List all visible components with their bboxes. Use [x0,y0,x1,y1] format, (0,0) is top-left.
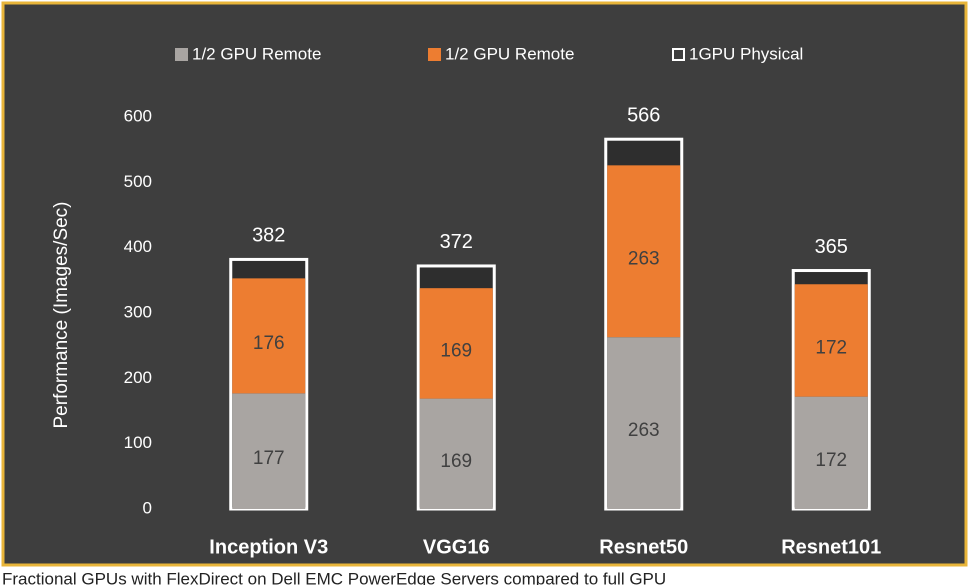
bar-segment [232,278,306,394]
y-tick-label: 300 [124,302,152,321]
bar-segment [607,165,681,338]
legend-label: 1/2 GPU Remote [445,44,574,63]
total-label: 382 [252,225,285,247]
segment-label: 177 [253,448,285,469]
y-tick-label: 100 [124,433,152,452]
segment-label: 172 [815,337,847,358]
bar-segment [794,284,868,397]
total-label: 566 [627,104,660,126]
y-tick-label: 600 [124,106,152,125]
segment-label: 263 [628,420,660,441]
bar-segment [419,398,493,509]
total-label: 372 [440,231,473,253]
bar-segment [794,396,868,509]
segment-label: 172 [815,450,847,471]
y-axis-label: Performance (Images/Sec) [51,201,72,428]
x-tick-label: VGG16 [423,536,490,558]
legend-swatch [428,48,441,61]
y-tick-label: 400 [124,237,152,256]
caption: Fractional GPUs with FlexDirect on Dell … [2,569,666,585]
x-tick-label: Inception V3 [209,536,328,558]
total-label: 365 [815,236,848,258]
y-tick-label: 500 [124,172,152,191]
legend-label: 1/2 GPU Remote [192,44,321,63]
segment-label: 169 [440,340,472,361]
legend-swatch [672,48,685,61]
x-tick-label: Resnet101 [781,536,881,558]
segment-label: 176 [253,333,285,354]
segment-label: 169 [440,451,472,472]
segment-label: 263 [628,248,660,269]
legend-swatch [175,48,188,61]
y-tick-label: 200 [124,368,152,387]
bar-segment [419,288,493,399]
legend-label: 1GPU Physical [689,44,803,63]
y-tick-label: 0 [143,498,152,517]
bar-segment [607,337,681,509]
x-tick-label: Resnet50 [599,536,688,558]
bar-segment [232,393,306,509]
